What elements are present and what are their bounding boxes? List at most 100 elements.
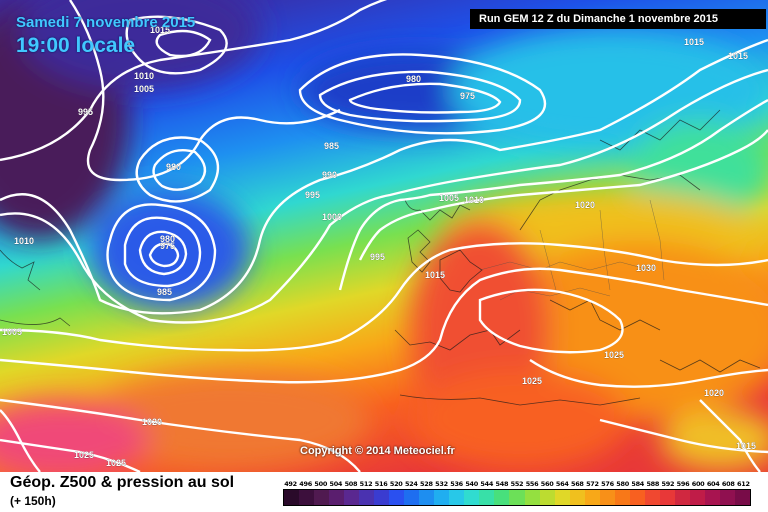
isobar-label: 1010	[14, 236, 34, 246]
color-scale-swatch	[704, 490, 720, 505]
color-scale-tick: 500	[314, 480, 328, 488]
isobar-label: 1015	[425, 270, 445, 280]
color-scale-tick: 572	[586, 480, 599, 488]
color-scale-swatch	[464, 490, 480, 505]
color-scale-swatch	[479, 490, 495, 505]
color-scale-swatch	[614, 490, 630, 505]
legend-title: Géop. Z500 & pression au sol	[10, 474, 235, 491]
color-scale-tick: 492	[284, 480, 297, 488]
color-scale-swatch	[434, 490, 450, 505]
color-scale-tick: 532	[435, 480, 448, 488]
isobar-label: 1015	[150, 25, 170, 35]
color-scale-tick: 592	[661, 480, 675, 488]
color-scale-swatch	[689, 490, 705, 505]
isobar-label: 1020	[704, 388, 724, 398]
map-canvas: 1010100599598098097597598098598599099510…	[0, 0, 768, 472]
isobar-label: 995	[78, 107, 93, 117]
isobar-label: 1025	[106, 458, 126, 468]
isobar-label: 1025	[604, 350, 624, 360]
color-scale-tick: 588	[646, 480, 660, 488]
geopotential-blobs	[0, 0, 768, 472]
color-scale-swatch	[329, 490, 345, 505]
isobar-label: 1005	[439, 193, 459, 203]
isobar-label: 985	[157, 287, 172, 297]
color-scale-swatch	[404, 490, 420, 505]
color-scale: 492 496 500 504 508 512 516 520 524 528 532 536 540 5…	[283, 479, 751, 506]
forecast-time: 19:00 locale	[16, 34, 136, 57]
copyright-notice: Copyright © 2014 Meteociel.fr	[300, 445, 455, 457]
color-scale-tick: 580	[616, 480, 629, 488]
isobar-label: 980	[160, 234, 175, 244]
color-scale-tick: 548	[495, 480, 509, 488]
color-scale-ticks: 492 496 500 504 508 512 516 520 524 528 532 536 540 5…	[283, 479, 751, 489]
color-scale-tick: 612	[737, 480, 750, 488]
isobar-label: 1020	[575, 200, 595, 210]
isobar-label: 1010	[134, 71, 154, 81]
isobar-label: 1000	[322, 212, 342, 222]
isobar-label: 1025	[522, 376, 542, 386]
color-scale-swatch	[389, 490, 405, 505]
color-scale-tick: 560	[540, 480, 554, 488]
color-scale-tick: 608	[721, 480, 735, 488]
legend-subtitle: (+ 150h)	[10, 494, 56, 508]
color-scale-swatch	[599, 490, 615, 505]
color-scale-swatch	[524, 490, 540, 505]
color-scale-swatch	[449, 490, 465, 505]
isobar-label: 995	[305, 190, 320, 200]
color-scale-swatch	[674, 490, 690, 505]
isobar-label: 1010	[464, 195, 484, 205]
color-scale-tick: 504	[329, 480, 343, 488]
color-scale-swatch	[419, 490, 435, 505]
color-scale-tick: 508	[344, 480, 358, 488]
isobars	[0, 0, 768, 472]
color-scale-swatch	[734, 490, 750, 505]
color-scale-tick: 516	[374, 480, 388, 488]
isobar-label: 975	[160, 241, 175, 251]
color-scale-tick: 524	[404, 480, 418, 488]
color-scale-tick: 584	[631, 480, 645, 488]
color-scale-swatch	[299, 490, 315, 505]
isobar-label: 1030	[636, 263, 656, 273]
color-scale-swatch	[344, 490, 360, 505]
color-scale-swatch	[509, 490, 525, 505]
color-scale-tick: 512	[359, 480, 373, 488]
isobar-label: 985	[324, 141, 339, 151]
isobar-label: 1015	[736, 441, 756, 451]
color-scale-swatch	[539, 490, 555, 505]
color-scale-swatch	[644, 490, 660, 505]
isobar-label: 975	[460, 91, 475, 101]
isobar-label: 1015	[728, 51, 748, 61]
color-scale-tick: 536	[450, 480, 463, 488]
isobar-label: 1005	[2, 327, 22, 337]
color-scale-tick: 544	[480, 480, 494, 488]
color-scale-swatch	[659, 490, 675, 505]
color-scale-tick: 596	[676, 480, 690, 488]
forecast-date: Samedi 7 novembre 2015	[16, 14, 196, 31]
color-scale-swatch	[719, 490, 735, 505]
weather-map: 1010 1005 995 980 980 975 975 980 985 985 990 995 10…	[0, 0, 768, 472]
color-scale-tick: 564	[555, 480, 569, 488]
isobar-label: 1020	[142, 417, 162, 427]
isobar-label: 980	[406, 74, 421, 84]
color-scale-tick: 576	[601, 480, 614, 488]
color-scale-swatch	[359, 490, 375, 505]
color-scale-tick: 556	[525, 480, 539, 488]
isobar-label: 1015	[684, 37, 704, 47]
color-scale-swatch	[569, 490, 585, 505]
color-scale-swatch	[494, 490, 510, 505]
color-scale-tick: 520	[389, 480, 403, 488]
color-scale-swatches	[283, 489, 751, 506]
isobar-label: 980	[166, 162, 181, 172]
color-scale-swatch	[584, 490, 600, 505]
isobar-label: 995	[370, 252, 385, 262]
color-scale-tick: 604	[706, 480, 720, 488]
color-scale-swatch	[554, 490, 570, 505]
isobar-label: 1025	[74, 450, 94, 460]
color-scale-swatch	[374, 490, 390, 505]
isobar-label: 990	[322, 170, 337, 180]
isobar-labels: 1010100599598098097597598098598599099510…	[2, 25, 756, 468]
model-run-info: Run GEM 12 Z du Dimanche 1 novembre 2015	[470, 9, 766, 29]
color-scale-tick: 528	[420, 480, 433, 488]
color-scale-swatch	[284, 490, 300, 505]
color-scale-tick: 600	[691, 480, 705, 488]
